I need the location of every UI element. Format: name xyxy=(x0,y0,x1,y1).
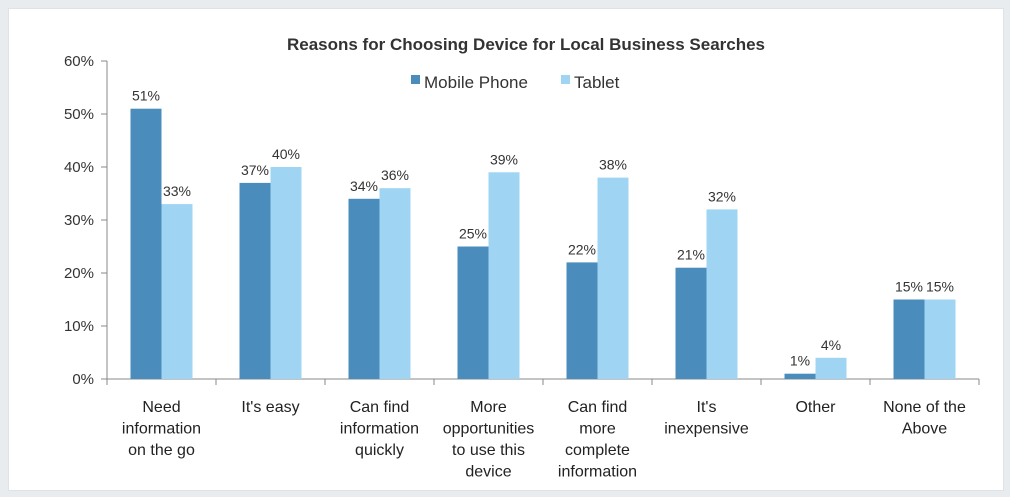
bar-tablet xyxy=(597,177,629,379)
category-label: More opportunities to use this device xyxy=(443,399,535,481)
value-label: 22% xyxy=(568,241,596,257)
legend-label: Tablet xyxy=(574,73,620,92)
bar-mobile-phone xyxy=(130,108,162,379)
legend-swatch xyxy=(561,75,570,84)
value-label: 32% xyxy=(708,188,736,204)
value-label: 39% xyxy=(490,151,518,167)
value-label: 38% xyxy=(599,157,627,173)
category-label: Can find information quickly xyxy=(340,399,419,459)
category-label: Need information on the go xyxy=(122,399,201,459)
y-tick-label: 50% xyxy=(64,106,94,123)
value-label: 4% xyxy=(821,337,841,353)
value-label: 21% xyxy=(677,247,705,263)
bar-tablet xyxy=(924,299,956,379)
y-tick-label: 20% xyxy=(64,265,94,282)
category-label: None of the Above xyxy=(883,399,966,438)
bars xyxy=(130,108,956,379)
bar-mobile-phone xyxy=(566,262,598,379)
value-label: 33% xyxy=(163,183,191,199)
value-label: 15% xyxy=(926,279,954,295)
bar-tablet xyxy=(488,172,520,379)
bar-tablet xyxy=(706,209,738,379)
legend: Mobile Phone Tablet xyxy=(411,73,620,92)
bar-mobile-phone xyxy=(348,198,380,379)
bar-tablet xyxy=(270,167,302,379)
value-label: 1% xyxy=(790,353,810,369)
bar-mobile-phone xyxy=(457,246,489,379)
y-tick-label: 0% xyxy=(72,371,94,388)
category-label: Can find more complete information xyxy=(558,399,637,481)
bar-mobile-phone xyxy=(675,267,707,379)
value-labels: 51% 37% 34% 25% 22% 21% 1% 15% 33% 40% 36% 39% 38% 32… xyxy=(132,88,954,369)
category-label: Other xyxy=(795,399,836,416)
bar-tablet xyxy=(161,204,193,379)
value-label: 36% xyxy=(381,167,409,183)
bar-mobile-phone xyxy=(893,299,925,379)
bar-mobile-phone xyxy=(784,373,816,379)
legend-swatch xyxy=(411,75,420,84)
y-axis: 0% 10% 20% 30% 40% 50% 60% xyxy=(64,53,108,388)
y-tick-label: 30% xyxy=(64,212,94,229)
value-label: 40% xyxy=(272,146,300,162)
value-label: 51% xyxy=(132,88,160,104)
y-tick-label: 10% xyxy=(64,318,94,335)
value-label: 25% xyxy=(459,226,487,242)
bar-tablet xyxy=(815,357,847,379)
x-axis: Need information on the go It's easy Can fin… xyxy=(106,378,980,481)
value-label: 34% xyxy=(350,178,378,194)
category-label: It's inexpensive xyxy=(664,399,749,438)
value-label: 37% xyxy=(241,162,269,178)
bar-tablet xyxy=(379,188,411,379)
y-tick-label: 40% xyxy=(64,159,94,176)
category-label: It's easy xyxy=(241,399,299,416)
value-label: 15% xyxy=(895,279,923,295)
legend-label: Mobile Phone xyxy=(424,73,528,92)
bar-mobile-phone xyxy=(239,182,271,379)
chart-title: Reasons for Choosing Device for Local Bu… xyxy=(287,35,765,54)
y-tick-label: 60% xyxy=(64,53,94,70)
